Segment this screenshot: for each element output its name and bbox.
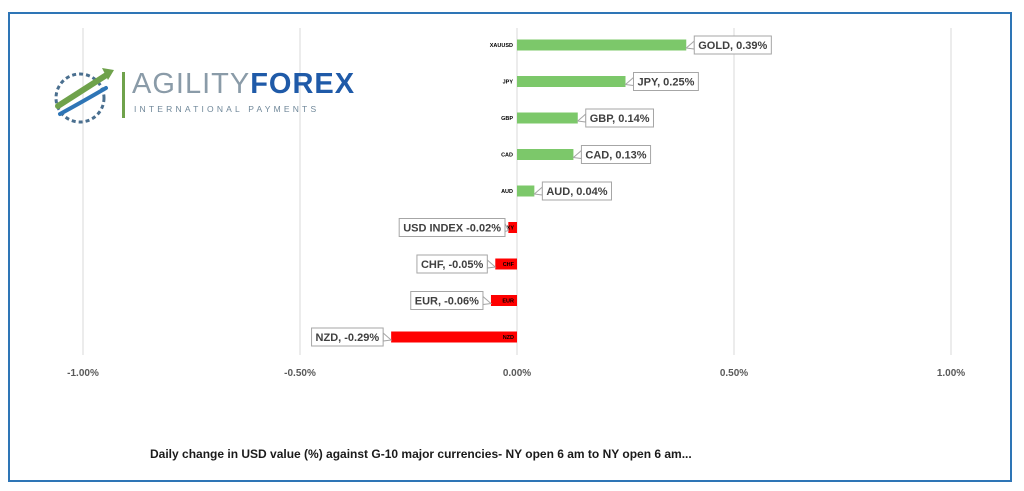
category-label: CAD (501, 153, 513, 159)
data-label: JPY, 0.25% (624, 72, 699, 91)
agility-forex-logo: AGILITYFOREX INTERNATIONAL PAYMENTS (50, 62, 354, 132)
data-labels: GOLD, 0.39% JPY, 0.25% GBP, 0.14% CAD, 0.13… (311, 35, 772, 347)
data-label-pointer (572, 149, 582, 160)
data-label: USD INDEX -0.02% (398, 218, 510, 237)
data-label-box (633, 72, 699, 91)
data-label-text: EUR, -0.06% (415, 296, 479, 308)
data-label-box (398, 218, 506, 237)
data-label-box (311, 327, 384, 347)
category-label: EUR (502, 299, 514, 305)
bar (391, 331, 517, 343)
data-label: GOLD, 0.39% (685, 35, 772, 55)
x-tick-label: -1.00% (67, 368, 99, 379)
data-label-text: GOLD, 0.39% (698, 40, 767, 52)
data-label-pointer (486, 258, 497, 269)
data-label-box (585, 108, 654, 128)
bar (508, 222, 517, 233)
x-tick-label: 0.50% (720, 368, 748, 379)
data-label: CHF, -0.05% (416, 254, 497, 274)
bar (490, 295, 517, 306)
x-tick-label: 0.00% (503, 368, 531, 379)
logo-brand-part2: FOREX (250, 68, 356, 100)
bar (517, 39, 687, 51)
logo-tagline: INTERNATIONAL PAYMENTS (134, 104, 320, 114)
data-label-text: CHF, -0.05% (421, 259, 484, 271)
data-label-pointer (482, 295, 493, 306)
x-tick-label: 1.00% (937, 368, 965, 379)
bars (391, 39, 687, 343)
category-label: NZD (503, 335, 514, 341)
x-tick-label: -0.50% (284, 368, 316, 379)
data-label-box (693, 35, 772, 55)
category-label: AUD (501, 189, 513, 195)
data-label: AUD, 0.04% (533, 181, 613, 201)
data-label-box (580, 145, 652, 164)
data-label-pointer (624, 76, 634, 87)
bar (495, 258, 517, 270)
data-label: CAD, 0.13% (572, 145, 652, 164)
bar (517, 76, 626, 87)
data-label-text: AUD, 0.04% (546, 186, 607, 198)
category-label: JPY (503, 80, 514, 86)
data-label-pointer (685, 39, 695, 50)
data-label-text: USD INDEX -0.02% (403, 223, 501, 235)
data-label-pointer (576, 112, 587, 123)
category-label: DXY (503, 226, 515, 232)
data-label: NZD, -0.29% (311, 327, 393, 347)
data-label-text: GBP, 0.14% (590, 113, 650, 125)
data-label-pointer (382, 331, 393, 342)
data-label-box (416, 254, 488, 274)
logo-divider (122, 72, 125, 118)
data-label: EUR, -0.06% (410, 291, 493, 310)
bar (517, 112, 578, 124)
category-label: CHF (503, 262, 515, 268)
chart-caption: Daily change in USD value (%) against G-… (150, 447, 692, 461)
data-label-box (410, 291, 484, 310)
category-labels: XAUUSD JPY GBP CAD AUD DXY CHF EUR NZD (490, 43, 515, 341)
data-label-text: NZD, -0.29% (316, 332, 380, 344)
data-label-text: JPY, 0.25% (638, 77, 695, 89)
logo-title: AGILITYFOREX (132, 68, 355, 101)
data-label: GBP, 0.14% (576, 108, 654, 128)
x-axis-ticks: -1.00% -0.50% 0.00% 0.50% 1.00% (67, 368, 965, 379)
globe-swoosh-icon (54, 68, 114, 124)
category-label: XAUUSD (490, 43, 513, 49)
chart-frame (8, 12, 1012, 482)
category-label: GBP (501, 116, 513, 122)
bar (517, 185, 535, 197)
bar (517, 149, 574, 160)
data-label-pointer (533, 185, 543, 196)
logo-brand-part1: AGILITY (132, 68, 251, 100)
data-label-box (541, 181, 613, 201)
data-label-text: CAD, 0.13% (585, 150, 646, 162)
